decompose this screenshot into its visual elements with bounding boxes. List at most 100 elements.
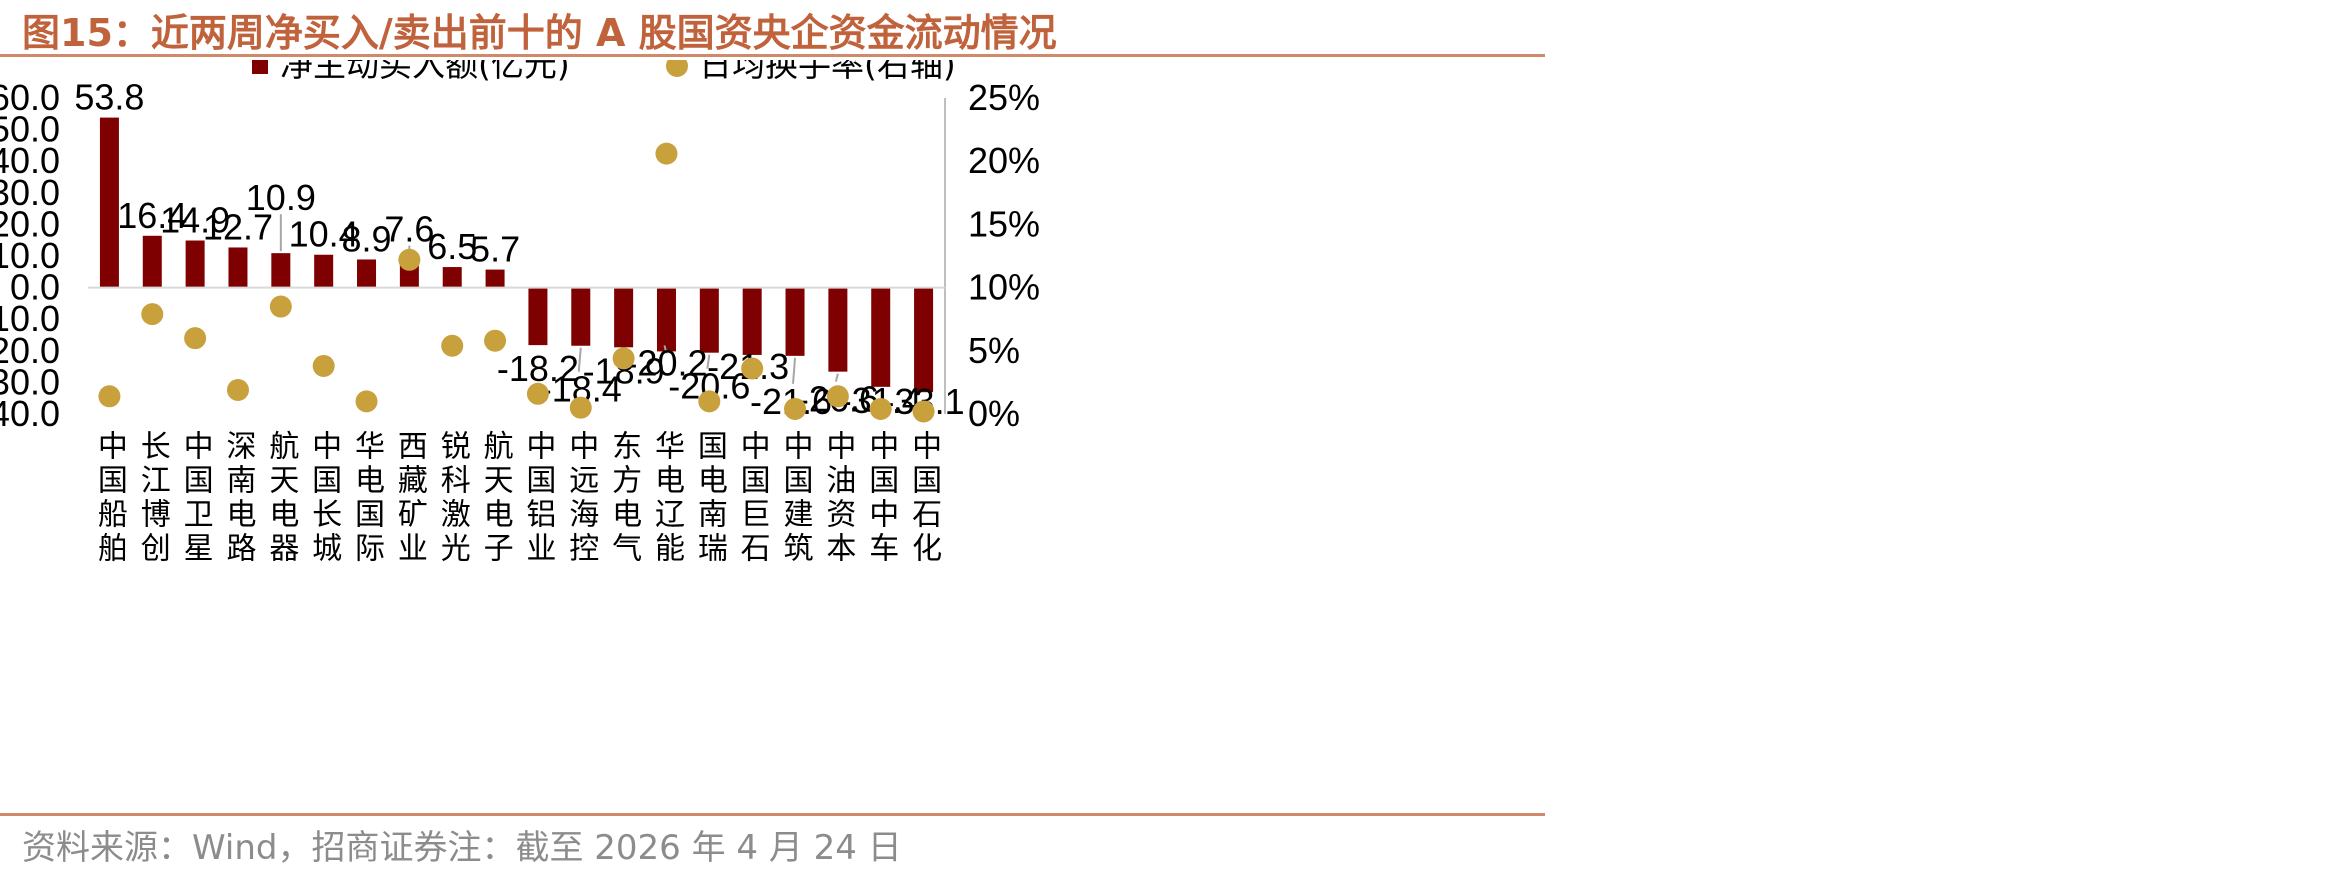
data-label: 53.8	[74, 77, 144, 118]
bar	[314, 254, 334, 288]
x-category-label: 长江博创	[135, 430, 171, 566]
x-category-label: 华电辽能	[649, 430, 685, 566]
y-left-tick-label: 0.0	[10, 267, 60, 308]
bar	[571, 287, 591, 346]
data-label: -18.2	[497, 348, 579, 389]
y-left-tick-label: 60.0	[0, 77, 60, 118]
legend: 净主动买入额(亿元) 日均换手率(右轴)	[252, 60, 956, 84]
x-category-label: 中国铝业	[520, 430, 555, 566]
bar	[614, 287, 634, 348]
data-label: 7.6	[384, 209, 434, 250]
legend-dot-label: 日均换手率(右轴)	[699, 60, 956, 84]
turnover-dot	[269, 295, 292, 318]
chart-title: 图15：近两周净买入/卖出前十的 A 股国资央企资金流动情况	[22, 11, 1057, 55]
turnover-dot	[398, 248, 421, 271]
bar	[699, 287, 719, 353]
data-label: 5.7	[470, 229, 520, 270]
bar	[528, 287, 548, 346]
legend-bar-label: 净主动买入额(亿元)	[280, 60, 570, 84]
turnover-dot	[526, 382, 549, 405]
y-left-tick-label: -30.0	[0, 361, 60, 402]
x-category-label: 深南电路	[220, 430, 255, 566]
y-right-tick-label: 25%	[968, 77, 1040, 118]
bar	[914, 287, 934, 393]
bar	[828, 287, 848, 372]
bar	[99, 117, 119, 288]
footer-divider	[0, 813, 1545, 816]
chart: 净主动买入额(亿元) 日均换手率(右轴) 60.050.040.030.020.…	[0, 60, 1040, 566]
bar	[785, 287, 805, 356]
bar	[142, 235, 162, 288]
y-left-tick-label: 40.0	[0, 140, 60, 181]
y-left-tick-label: 30.0	[0, 172, 60, 213]
y-right-tick-label: 10%	[968, 267, 1040, 308]
x-category-label: 中远海控	[563, 430, 599, 566]
turnover-dot	[612, 347, 635, 370]
y-left-tick-label: 10.0	[0, 235, 60, 276]
x-category-label: 国电南瑞	[692, 430, 727, 566]
x-category-label: 航天电子	[478, 430, 513, 566]
bar	[442, 267, 462, 288]
turnover-dot	[741, 357, 764, 380]
x-category-label: 中国长城	[306, 430, 341, 566]
x-category-label: 中国中车	[863, 430, 898, 566]
leader-line	[834, 373, 839, 382]
data-label: 10.9	[246, 177, 316, 218]
data-label: 10.4	[289, 214, 359, 255]
bar	[656, 287, 676, 352]
source-note: 资料来源：Wind，招商证券注：截至 2026 年 4 月 24 日	[22, 828, 902, 868]
x-category-label: 航天电器	[263, 430, 299, 566]
data-label: 16.4	[117, 195, 187, 236]
leader-line	[706, 354, 711, 369]
data-label: 6.5	[427, 226, 477, 267]
x-category-label: 中国巨石	[735, 430, 771, 566]
y-left-tick-label: -10.0	[0, 298, 60, 339]
x-category-label: 东方电气	[606, 430, 642, 566]
turnover-dot	[184, 327, 207, 350]
turnover-dot	[826, 385, 849, 408]
turnover-dot	[141, 303, 164, 326]
y-right-tick-label: 0%	[968, 393, 1020, 434]
x-category-label: 华电国际	[349, 430, 384, 566]
turnover-dot	[312, 354, 335, 377]
y-left-tick-label: -20.0	[0, 330, 60, 371]
legend-dot-swatch	[666, 60, 688, 77]
turnover-dot	[569, 396, 592, 419]
turnover-dot	[355, 390, 378, 413]
data-label: 8.9	[342, 218, 392, 259]
legend-bar-swatch	[252, 60, 268, 74]
y-left-tick-label: 50.0	[0, 109, 60, 150]
turnover-dot	[226, 378, 249, 401]
y-left-tick-label: 20.0	[0, 203, 60, 244]
x-category-label: 中国石化	[906, 430, 942, 566]
x-category-label: 中国卫星	[178, 430, 213, 566]
plot-area: 60.050.040.030.020.010.00.0-10.0-20.0-30…	[0, 77, 1040, 566]
title-divider	[0, 54, 1545, 57]
turnover-dot	[869, 397, 892, 420]
bar	[228, 247, 248, 288]
y-right-tick-label: 20%	[968, 140, 1040, 181]
turnover-dot	[441, 334, 464, 357]
turnover-dot	[655, 142, 678, 165]
turnover-dot	[484, 329, 507, 352]
y-right-tick-label: 5%	[968, 330, 1020, 371]
bar	[271, 253, 291, 288]
x-category-label: 中国建筑	[778, 430, 813, 566]
y-right-tick-label: 15%	[968, 203, 1040, 244]
bar	[871, 287, 891, 387]
y-left-tick-label: -40.0	[0, 393, 60, 434]
leader-line	[663, 345, 668, 354]
data-label: -20.2	[625, 342, 707, 383]
bar	[485, 269, 505, 288]
x-category-label: 中油资本	[820, 430, 855, 566]
x-category-label: 锐科激光	[435, 430, 471, 566]
leader-line	[577, 347, 582, 372]
turnover-dot	[698, 390, 721, 413]
turnover-dot	[912, 400, 935, 423]
x-category-label: 中国船舶	[92, 430, 127, 566]
leader-line	[792, 357, 797, 384]
turnover-dot	[784, 397, 807, 420]
turnover-dot	[98, 385, 121, 408]
data-label: 12.7	[203, 206, 273, 247]
x-category-label: 西藏矿业	[392, 430, 428, 566]
